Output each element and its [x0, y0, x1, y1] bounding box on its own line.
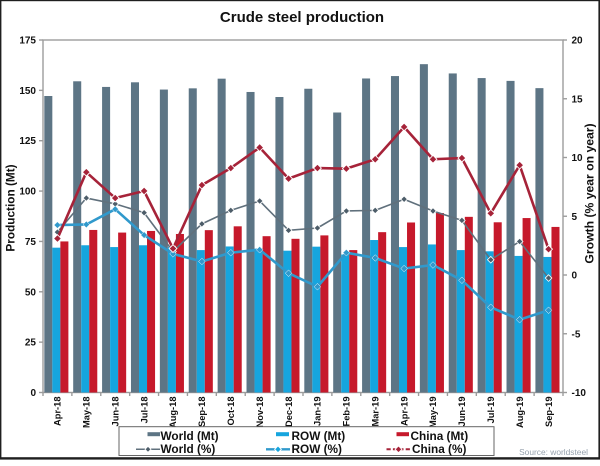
svg-text:Mar-19: Mar-19 — [370, 397, 380, 427]
svg-text:-5: -5 — [572, 329, 581, 340]
svg-text:Sep-18: Sep-18 — [197, 397, 207, 428]
svg-text:Jul-19: Jul-19 — [486, 397, 496, 424]
svg-text:World (Mt): World (Mt) — [161, 429, 219, 443]
svg-text:50: 50 — [25, 287, 37, 298]
svg-text:Growth (% year on year): Growth (% year on year) — [583, 123, 597, 263]
svg-text:0: 0 — [30, 388, 36, 399]
svg-text:0: 0 — [572, 271, 578, 282]
svg-text:May-19: May-19 — [428, 397, 438, 429]
svg-text:25: 25 — [25, 338, 37, 349]
svg-text:Oct-18: Oct-18 — [226, 397, 236, 426]
svg-text:-10: -10 — [572, 388, 587, 399]
svg-text:China (%): China (%) — [412, 442, 466, 456]
svg-text:World (%): World (%) — [161, 442, 216, 456]
svg-text:Jan-19: Jan-19 — [313, 397, 323, 426]
svg-text:Production (Mt): Production (Mt) — [4, 164, 18, 251]
svg-text:175: 175 — [19, 36, 36, 47]
svg-text:Crude steel production: Crude steel production — [220, 9, 384, 26]
svg-text:5: 5 — [572, 212, 578, 223]
svg-text:ROW (%): ROW (%) — [292, 442, 343, 456]
svg-text:Jun-19: Jun-19 — [457, 397, 467, 427]
svg-text:Apr-19: Apr-19 — [399, 397, 409, 426]
svg-text:100: 100 — [19, 187, 36, 198]
svg-text:Jun-18: Jun-18 — [110, 397, 120, 427]
svg-text:Apr-18: Apr-18 — [53, 397, 63, 426]
svg-text:Dec-18: Dec-18 — [284, 397, 294, 428]
svg-text:China (Mt): China (Mt) — [411, 429, 469, 443]
svg-text:ROW (Mt): ROW (Mt) — [292, 429, 346, 443]
svg-text:Feb-19: Feb-19 — [342, 397, 352, 427]
svg-text:150: 150 — [19, 86, 36, 97]
svg-text:Aug-19: Aug-19 — [515, 397, 525, 429]
svg-text:20: 20 — [572, 36, 584, 47]
svg-text:Nov-18: Nov-18 — [255, 397, 265, 428]
svg-text:125: 125 — [19, 136, 36, 147]
svg-text:15: 15 — [572, 94, 584, 105]
svg-text:Sep-19: Sep-19 — [544, 397, 554, 428]
svg-text:May-18: May-18 — [82, 397, 92, 429]
svg-text:10: 10 — [572, 153, 584, 164]
svg-text:Aug-18: Aug-18 — [168, 397, 178, 429]
svg-text:Jul-18: Jul-18 — [139, 397, 149, 424]
svg-text:75: 75 — [25, 237, 37, 248]
svg-text:Source: worldsteel: Source: worldsteel — [519, 447, 588, 457]
